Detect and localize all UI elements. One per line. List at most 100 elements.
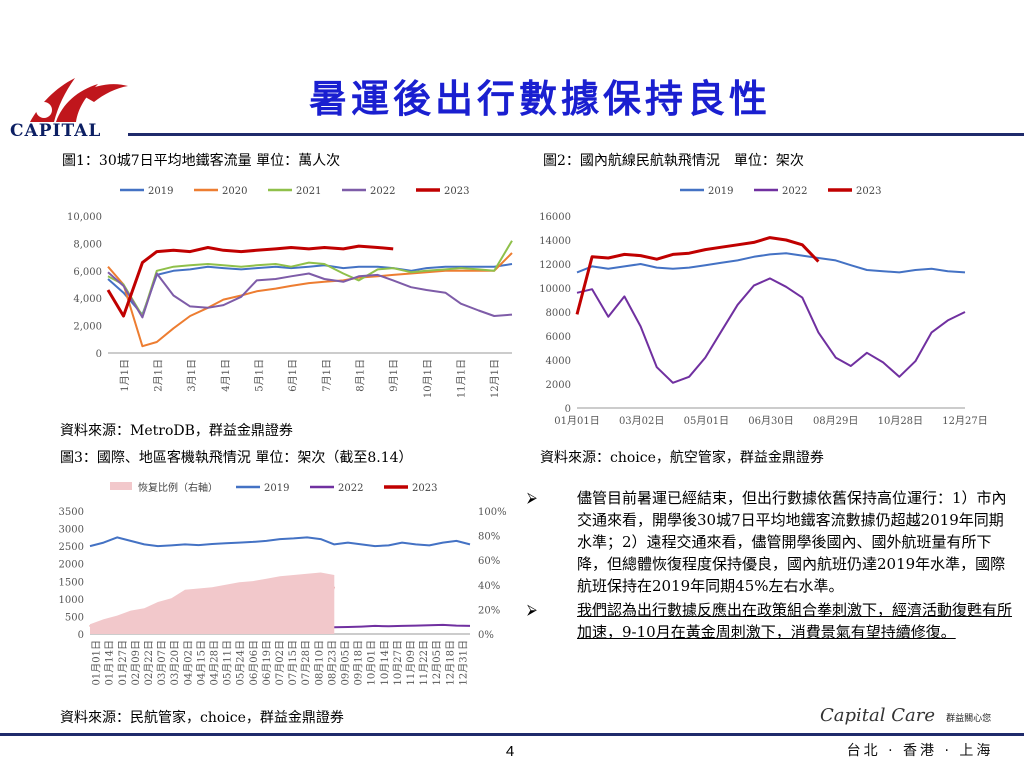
y2-tick-label: 0% [478, 630, 494, 641]
y2-tick-label: 60% [478, 556, 500, 567]
x-tick-label: 03月20日 [169, 640, 181, 685]
bullet-item: ⮚ 我們認為出行數據反應出在政策組合拳刺激下，經濟活動復甦有所加速，9-10月在… [525, 599, 1015, 643]
x-tick-label: 08月10日 [313, 640, 325, 685]
x-tick-label: 12月05日 [431, 640, 443, 685]
x-tick-label: 08月29日 [813, 415, 858, 427]
x-tick-label: 5月1日 [254, 359, 266, 392]
page-title: 暑運後出行數據保持良性 [308, 76, 771, 121]
x-tick-label: 11月22日 [418, 640, 430, 685]
x-tick-label: 05月24日 [235, 640, 247, 685]
bullet-text: 我們認為出行數據反應出在政策組合拳刺激下，經濟活動復甦有所加速，9-10月在黃金… [577, 601, 1013, 641]
y-tick-label: 1500 [59, 577, 84, 588]
bullet-text: 儘管目前暑運已經結束，但出行數據依舊保持高位運行：1）市內交通來看，開學後30城… [577, 489, 1007, 595]
y2-tick-label: 40% [478, 581, 500, 592]
fig1-source: 資料來源：MetroDB，群益金鼎證券 [60, 423, 293, 439]
x-tick-label: 10月14日 [379, 640, 391, 685]
y-tick-label: 12000 [539, 260, 571, 271]
chart-international-flights: 0 500 1000 1500 2000 2500 3000 3500 0% 20% 40% 60% 8… [59, 481, 507, 685]
legend-label: 2023 [444, 186, 469, 197]
legend-label: 2021 [296, 186, 321, 197]
legend-swatch [110, 482, 132, 490]
commentary-bullets: ⮚ 儘管目前暑運已經結束，但出行數據依舊保持高位運行：1）市內交通來看，開學後3… [525, 487, 1015, 645]
legend-label: 2022 [338, 483, 363, 494]
legend-label: 2019 [264, 483, 289, 494]
x-tick-label: 04月28日 [208, 640, 220, 685]
x-tick-label: 3月1日 [186, 359, 198, 392]
legend-label: 2022 [782, 186, 807, 197]
y2-tick-label: 20% [478, 605, 500, 616]
x-tick-label: 2月1日 [153, 359, 165, 392]
x-tick-label: 11月1日 [456, 359, 468, 398]
series-line-2019 [576, 252, 966, 274]
series-line-2023 [575, 236, 820, 315]
page-number: 4 [505, 743, 515, 760]
x-tick-label: 06月19日 [261, 640, 273, 685]
y-tick-label: 0 [96, 349, 102, 360]
arrow-bullet-icon: ⮚ [527, 602, 537, 618]
footer-rule [0, 733, 1024, 736]
series-line-2021 [107, 240, 513, 317]
x-tick-label: 09月05日 [340, 640, 352, 685]
x-tick-label: 12月18日 [444, 640, 456, 685]
series-line-2019 [89, 536, 471, 548]
fig2-title: 圖2：國內航線民航執飛情況 單位：架次 [543, 153, 804, 169]
x-tick-label: 03月07日 [156, 640, 168, 685]
x-tick-label: 03月02日 [619, 415, 664, 427]
fig3-source: 資料來源：民航管家，choice，群益金鼎證券 [60, 710, 344, 726]
legend-label: 恢复比例（右軸） [138, 481, 218, 494]
title-rule [128, 133, 1024, 136]
series-line-2022 [576, 277, 966, 384]
x-tick-label: 10月27日 [392, 640, 404, 685]
series-area-recovery [90, 572, 335, 634]
x-tick-label: 09月18日 [353, 640, 365, 685]
series-line-2022 [107, 271, 513, 319]
chart-subway-ridership: 0 2,000 4,000 6,000 8,000 10,000 1月1日 2月1日 3月1日 4… [67, 186, 513, 398]
x-tick-label: 10月01日 [366, 640, 378, 685]
legend-label: 2023 [412, 483, 437, 494]
x-tick-label: 9月1日 [388, 359, 400, 392]
x-tick-label: 02月22日 [143, 640, 155, 685]
y2-tick-label: 100% [478, 507, 507, 518]
x-tick-label: 07月28日 [300, 640, 312, 685]
x-tick-label: 04月02日 [182, 640, 194, 685]
y-tick-label: 8000 [546, 308, 571, 319]
y-tick-label: 16000 [539, 212, 571, 223]
brand-script: Capital Care [820, 705, 935, 726]
x-tick-label: 08月23日 [326, 640, 338, 685]
x-tick-label: 01月01日 [91, 640, 103, 685]
y-tick-label: 2000 [546, 380, 571, 391]
x-tick-label: 6月1日 [287, 359, 299, 392]
x-tick-label: 7月1日 [321, 359, 333, 392]
y-tick-label: 10000 [539, 284, 571, 295]
x-tick-label: 4月1日 [220, 359, 232, 392]
x-tick-label: 01月01日 [554, 415, 599, 427]
fig3-title: 圖3：國際、地區客機執飛情況 單位：架次（截至8.14） [60, 450, 413, 466]
y-tick-label: 0 [78, 630, 84, 641]
series-line-2019 [107, 263, 513, 316]
fig2-source: 資料來源：choice，航空管家，群益金鼎證券 [540, 450, 824, 466]
bullet-item: ⮚ 儘管目前暑運已經結束，但出行數據依舊保持高位運行：1）市內交通來看，開學後3… [525, 487, 1015, 597]
y-tick-label: 3000 [59, 525, 84, 536]
x-tick-label: 04月15日 [195, 640, 207, 685]
y-tick-label: 6000 [546, 332, 571, 343]
x-tick-label: 12月31日 [457, 640, 469, 685]
x-tick-label: 06月30日 [748, 415, 793, 427]
y-tick-label: 2500 [59, 542, 84, 553]
y-tick-label: 2,000 [73, 322, 102, 333]
x-tick-label: 05月01日 [684, 415, 729, 427]
y-tick-label: 4000 [546, 356, 571, 367]
x-tick-label: 10月1日 [422, 359, 434, 398]
series-line-2023 [106, 244, 394, 318]
y-tick-label: 2000 [59, 560, 84, 571]
arrow-bullet-icon: ⮚ [527, 490, 537, 506]
x-tick-label: 01月14日 [104, 640, 116, 685]
y-tick-label: 6,000 [73, 267, 102, 278]
x-tick-label: 07月15日 [287, 640, 299, 685]
x-tick-label: 12月1日 [489, 359, 501, 398]
x-tick-label: 07月02日 [274, 640, 286, 685]
x-tick-label: 02月09日 [130, 640, 142, 685]
y2-tick-label: 80% [478, 532, 500, 543]
y-tick-label: 3500 [59, 507, 84, 518]
x-tick-label: 05月11日 [222, 640, 234, 685]
legend-label: 2022 [370, 186, 395, 197]
